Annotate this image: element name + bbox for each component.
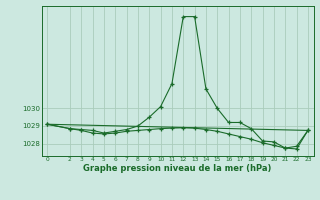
X-axis label: Graphe pression niveau de la mer (hPa): Graphe pression niveau de la mer (hPa)	[84, 164, 272, 173]
